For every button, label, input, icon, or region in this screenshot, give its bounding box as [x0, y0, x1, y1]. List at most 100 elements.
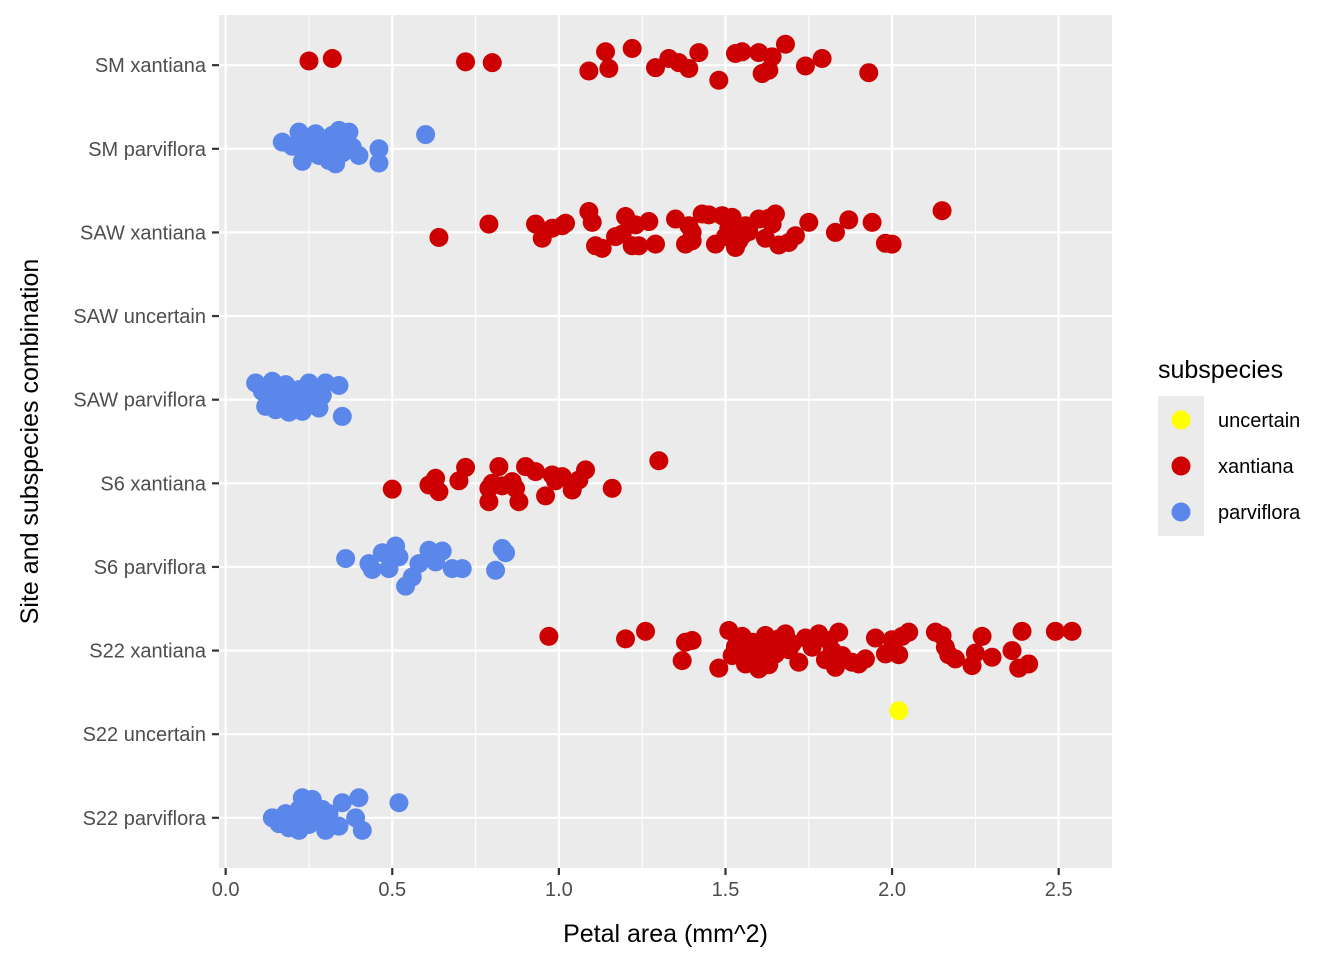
y-tick-label: S6 parviflora: [94, 557, 207, 579]
data-point-xantiana: [429, 482, 449, 502]
data-point-xantiana: [775, 34, 795, 54]
data-point-xantiana: [839, 210, 859, 230]
data-point-xantiana: [489, 457, 509, 477]
data-point-xantiana: [369, 153, 389, 173]
y-tick-label: SAW parviflora: [73, 390, 207, 412]
data-point-xantiana: [329, 375, 349, 395]
data-point-xantiana: [349, 788, 369, 808]
data-point-xantiana: [622, 38, 642, 58]
data-point-xantiana: [646, 58, 666, 78]
y-tick-label: S6 xantiana: [100, 473, 207, 495]
y-axis-title: Site and subspecies combination: [16, 259, 44, 625]
data-point-uncertain: [889, 701, 909, 721]
data-point-xantiana: [429, 227, 449, 247]
data-point-xantiana: [616, 629, 636, 649]
data-point-xantiana: [789, 652, 809, 672]
data-point-xantiana: [649, 451, 669, 471]
data-point-xantiana: [689, 43, 709, 63]
data-point-xantiana: [765, 204, 785, 224]
data-point-xantiana: [762, 47, 782, 67]
data-point-xantiana: [362, 559, 382, 579]
data-point-xantiana: [332, 406, 352, 426]
data-point-xantiana: [409, 554, 429, 574]
data-point-xantiana: [629, 236, 649, 256]
x-axis: 0.0 0.5 1.0 1.5 2.0 2.5: [212, 868, 1073, 901]
x-tick-label: 2.0: [878, 879, 906, 901]
data-point-xantiana: [526, 462, 546, 482]
data-points: [246, 34, 1082, 840]
data-point-xantiana: [479, 492, 499, 512]
data-point-xantiana: [785, 226, 805, 246]
data-point-xantiana: [799, 212, 819, 232]
data-point-xantiana: [865, 628, 885, 648]
data-point-xantiana: [596, 42, 616, 62]
data-point-xantiana: [682, 631, 702, 651]
data-point-xantiana: [859, 63, 879, 83]
legend-key-uncertain: [1171, 410, 1191, 430]
data-point-xantiana: [965, 643, 985, 663]
data-point-xantiana: [552, 467, 572, 487]
data-point-xantiana: [932, 201, 952, 221]
data-point-xantiana: [456, 457, 476, 477]
grid-lines: [219, 15, 1112, 868]
data-point-xantiana: [682, 222, 702, 242]
legend: subspecies uncertain xantiana parviflora: [1158, 356, 1301, 536]
data-point-xantiana: [795, 56, 815, 76]
data-point-xantiana: [732, 42, 752, 62]
data-point-xantiana: [972, 626, 992, 646]
data-point-xantiana: [1045, 621, 1065, 641]
y-tick-label: SAW uncertain: [73, 306, 206, 328]
data-point-xantiana: [579, 61, 599, 81]
data-point-xantiana: [352, 820, 372, 840]
legend-title: subspecies: [1158, 356, 1283, 384]
legend-key-parviflora: [1171, 502, 1191, 522]
y-tick-label: S22 uncertain: [83, 724, 206, 746]
data-point-xantiana: [1002, 641, 1022, 661]
x-axis-title: Petal area (mm^2): [563, 920, 768, 948]
data-point-xantiana: [636, 621, 656, 641]
data-point-xantiana: [812, 48, 832, 68]
data-point-xantiana: [382, 479, 402, 499]
data-point-xantiana: [829, 622, 849, 642]
data-point-xantiana: [1012, 621, 1032, 641]
data-point-xantiana: [889, 645, 909, 665]
y-tick-label: SAW xantiana: [80, 222, 207, 244]
data-point-xantiana: [456, 52, 476, 72]
data-point-xantiana: [329, 816, 349, 836]
data-point-xantiana: [672, 651, 692, 671]
data-point-xantiana: [389, 793, 409, 813]
data-point-xantiana: [862, 212, 882, 232]
data-point-xantiana: [1019, 654, 1039, 674]
data-point-xantiana: [825, 222, 845, 242]
data-point-xantiana: [389, 547, 409, 567]
data-point-xantiana: [556, 213, 576, 233]
data-point-xantiana: [899, 622, 919, 642]
data-point-xantiana: [709, 70, 729, 90]
y-tick-label: SM xantiana: [95, 55, 207, 77]
data-point-xantiana: [452, 559, 472, 579]
y-tick-label: S22 parviflora: [83, 808, 207, 830]
data-point-xantiana: [539, 626, 559, 646]
data-point-xantiana: [599, 59, 619, 79]
legend-label: xantiana: [1218, 456, 1294, 478]
data-point-xantiana: [332, 793, 352, 813]
data-point-xantiana: [509, 492, 529, 512]
x-tick-label: 0.5: [378, 879, 406, 901]
x-tick-label: 1.5: [712, 879, 740, 901]
data-point-xantiana: [486, 560, 506, 580]
legend-label: uncertain: [1218, 410, 1300, 432]
data-point-xantiana: [602, 478, 622, 498]
y-tick-label: S22 xantiana: [89, 641, 207, 663]
x-tick-label: 0.0: [212, 879, 240, 901]
data-point-xantiana: [349, 145, 369, 165]
data-point-xantiana: [482, 53, 502, 73]
data-point-xantiana: [322, 48, 342, 68]
y-axis: S22 parviflora S22 uncertain S22 xantiana S…: [73, 55, 219, 830]
x-tick-label: 2.5: [1045, 879, 1073, 901]
data-point-xantiana: [855, 649, 875, 669]
legend-key-xantiana: [1171, 456, 1191, 476]
data-point-xantiana: [369, 139, 389, 159]
data-point-xantiana: [709, 658, 729, 678]
